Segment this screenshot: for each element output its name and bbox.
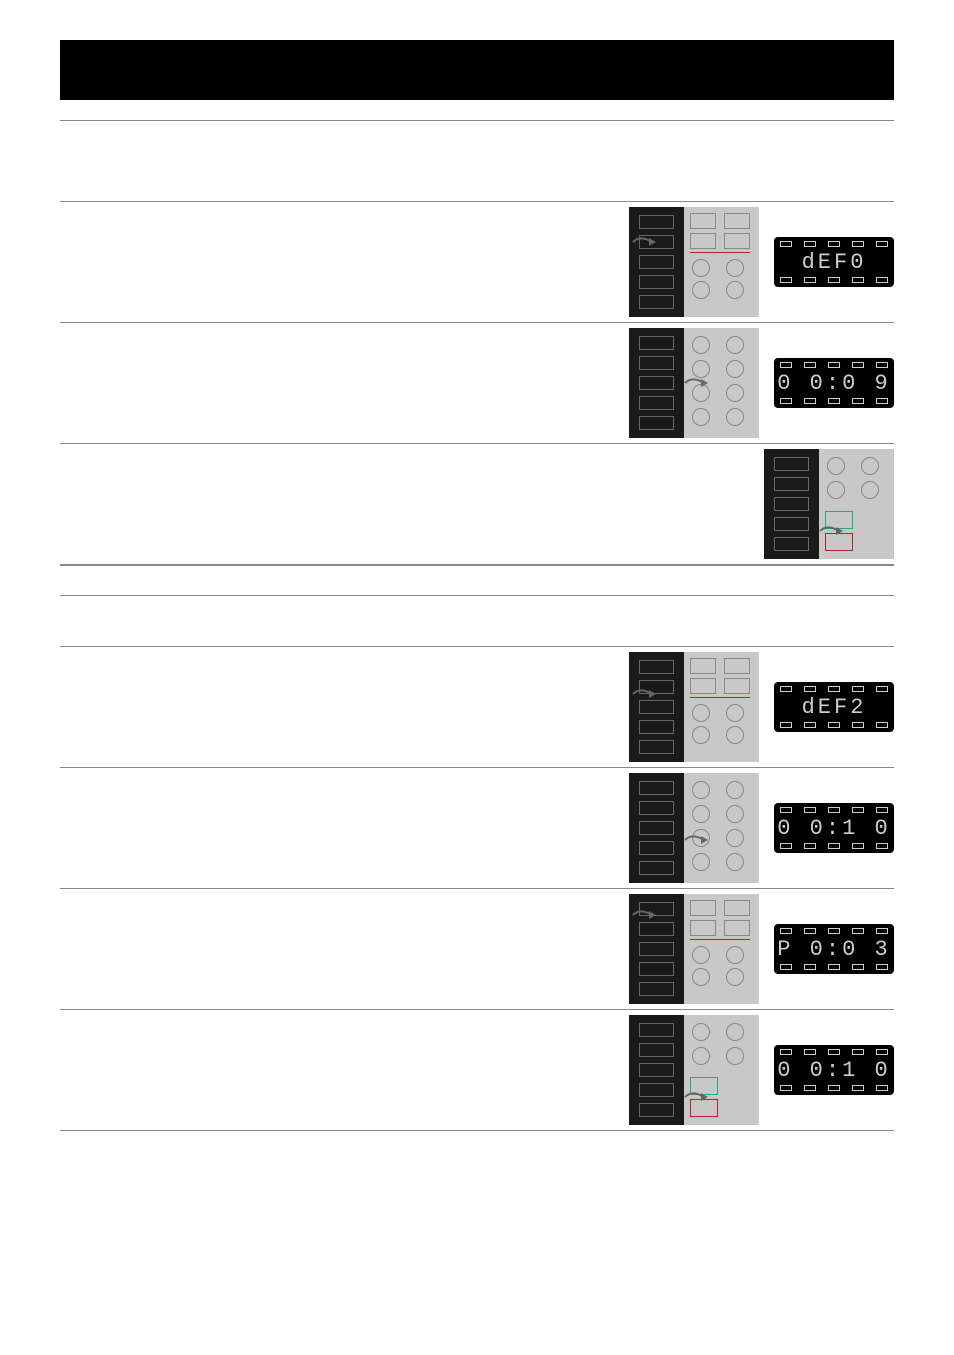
control-panel-diagram (629, 1015, 759, 1125)
led-display: dEF2 (774, 682, 894, 732)
pointer-arrow-icon (684, 376, 714, 390)
control-panel-diagram (629, 207, 759, 317)
instruction-step: 0 0:0 9 (60, 322, 894, 443)
section1-intro (60, 131, 894, 201)
pointer-arrow-icon (632, 235, 662, 249)
led-display: dEF0 (774, 237, 894, 287)
control-panel-diagram (629, 894, 759, 1004)
pointer-arrow-icon (632, 908, 662, 922)
pointer-arrow-icon (632, 687, 662, 701)
instruction-step: dEF0 (60, 201, 894, 322)
control-panel-diagram (629, 652, 759, 762)
led-display: P 0:0 3 (774, 924, 894, 974)
led-display: 0 0:0 9 (774, 358, 894, 408)
control-panel-diagram (764, 449, 894, 559)
divider (60, 120, 894, 121)
led-display: 0 0:1 0 (774, 1045, 894, 1095)
pointer-arrow-icon (684, 833, 714, 847)
instruction-step: dEF2 (60, 646, 894, 767)
instruction-step: 0 0:1 0 (60, 767, 894, 888)
led-display: 0 0:1 0 (774, 803, 894, 853)
control-panel-diagram (629, 328, 759, 438)
instruction-step (60, 443, 894, 564)
pointer-arrow-icon (684, 1090, 714, 1104)
section2-intro (60, 606, 894, 646)
divider (60, 595, 894, 596)
pointer-arrow-icon (819, 524, 849, 538)
control-panel-diagram (629, 773, 759, 883)
header-bar (60, 40, 894, 100)
instruction-step: P 0:0 3 (60, 888, 894, 1009)
section-gap (60, 565, 894, 585)
instruction-step: 0 0:1 0 (60, 1009, 894, 1130)
